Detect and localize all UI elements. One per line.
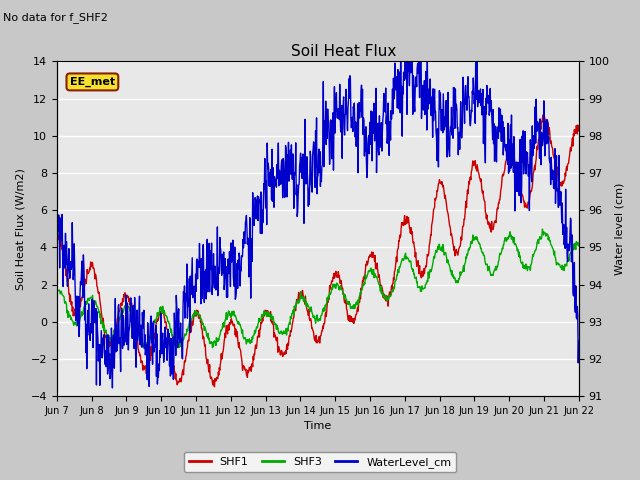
Legend: SHF1, SHF3, WaterLevel_cm: SHF1, SHF3, WaterLevel_cm (184, 452, 456, 472)
SHF1 (575, 126, 582, 132)
SHF1 (431, 204, 438, 210)
Title: Soil Heat Flux: Soil Heat Flux (291, 44, 397, 59)
WaterLevel_cm (109, 385, 116, 391)
SHF3 (323, 299, 330, 305)
SHF3 (121, 303, 129, 309)
Line: WaterLevel_cm: WaterLevel_cm (57, 43, 579, 388)
Line: SHF1: SHF1 (57, 115, 579, 387)
SHF3 (248, 337, 255, 343)
SHF3 (209, 345, 216, 350)
Text: EE_met: EE_met (70, 77, 115, 87)
Text: No data for f_SHF2: No data for f_SHF2 (3, 12, 108, 23)
Line: SHF3: SHF3 (57, 229, 579, 348)
WaterLevel_cm (401, 40, 409, 46)
X-axis label: Time: Time (304, 421, 332, 432)
SHF1 (542, 117, 550, 122)
SHF3 (542, 233, 550, 239)
Y-axis label: Water level (cm): Water level (cm) (615, 182, 625, 275)
WaterLevel_cm (248, 243, 255, 249)
WaterLevel_cm (53, 218, 61, 224)
SHF3 (575, 243, 582, 249)
SHF3 (431, 255, 438, 261)
WaterLevel_cm (542, 119, 550, 124)
WaterLevel_cm (122, 324, 129, 330)
Y-axis label: Soil Heat Flux (W/m2): Soil Heat Flux (W/m2) (15, 168, 25, 289)
SHF1 (191, 309, 199, 315)
WaterLevel_cm (323, 107, 330, 113)
SHF3 (53, 288, 61, 293)
SHF1 (121, 290, 129, 296)
SHF1 (211, 384, 218, 390)
SHF1 (53, 227, 61, 232)
SHF1 (539, 112, 547, 118)
WaterLevel_cm (192, 271, 200, 277)
WaterLevel_cm (575, 338, 582, 344)
SHF3 (539, 226, 547, 232)
SHF1 (248, 368, 255, 374)
SHF3 (191, 312, 199, 318)
SHF1 (323, 309, 330, 314)
WaterLevel_cm (431, 109, 439, 115)
